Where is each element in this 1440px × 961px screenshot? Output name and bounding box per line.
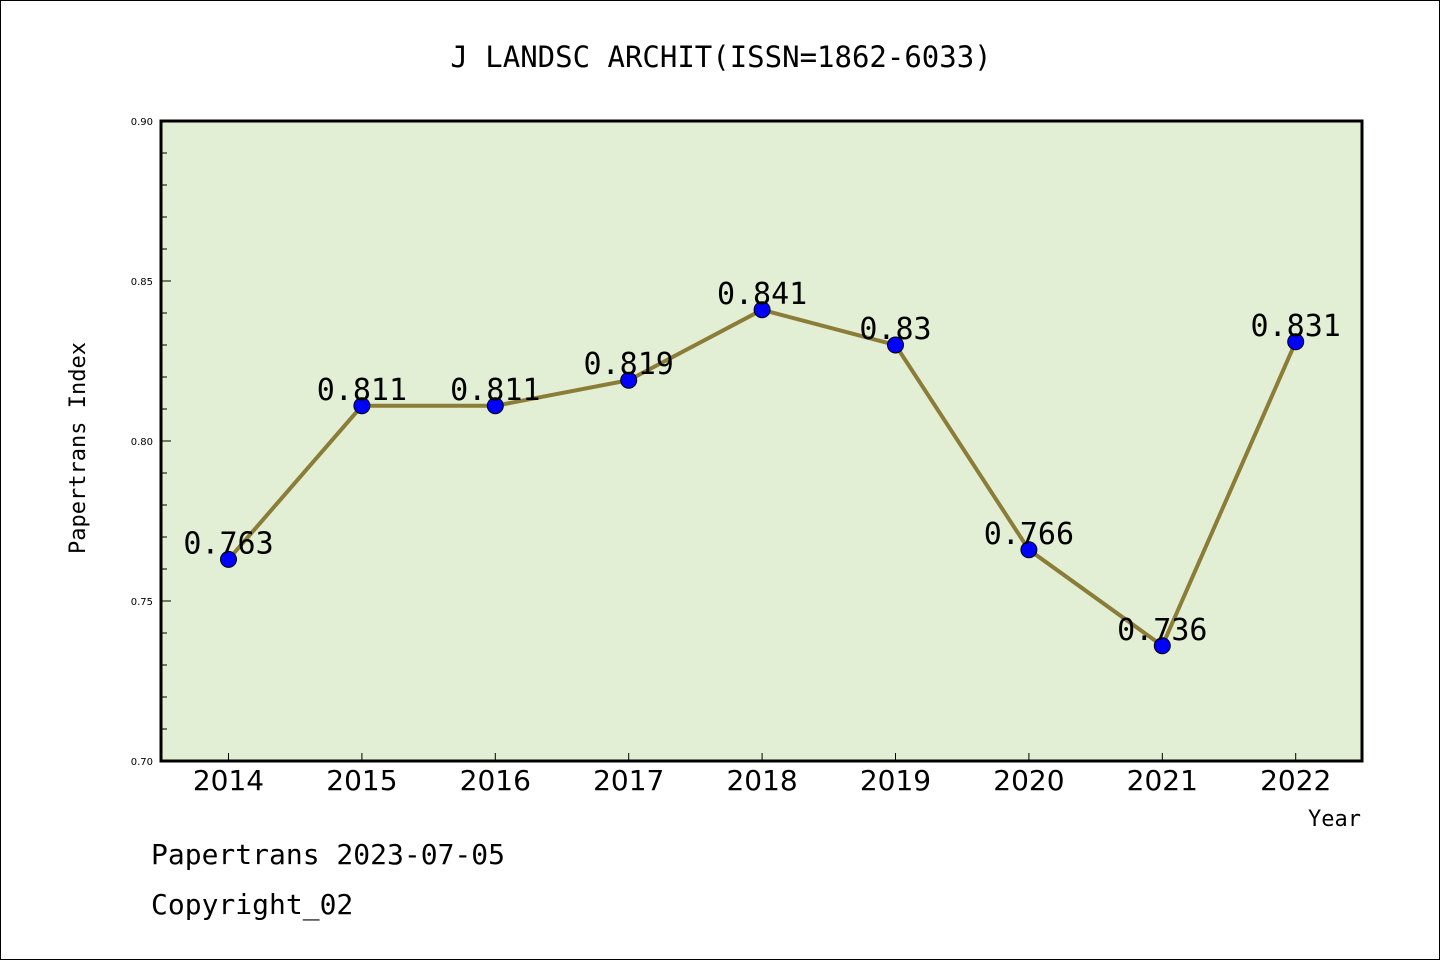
data-point xyxy=(753,301,771,319)
series-markers xyxy=(220,301,1305,655)
data-point xyxy=(353,397,371,415)
x-axis-label: Year xyxy=(1308,807,1361,832)
data-label: 0.831 xyxy=(1251,309,1341,344)
data-point xyxy=(220,550,237,568)
x-tick-label: 2015 xyxy=(326,764,397,797)
plot-area xyxy=(159,119,1364,763)
chart-title: J LANDSC ARCHIT(ISSN=1862-6033) xyxy=(450,40,991,74)
data-point xyxy=(1287,333,1305,351)
data-labels: 0.763 0.811 0.811 0.819 0.841 0.83 0.766 0.736 0… xyxy=(183,277,1341,648)
x-tick-label: 2014 xyxy=(193,764,264,797)
x-tick-label: 2017 xyxy=(593,764,664,797)
data-label: 0.766 xyxy=(984,517,1074,552)
data-label: 0.811 xyxy=(317,373,407,408)
data-label: 0.819 xyxy=(584,347,674,382)
footer-copyright: Copyright_02 xyxy=(151,888,353,922)
x-tick-label: 2019 xyxy=(860,764,931,797)
data-label: 0.811 xyxy=(450,373,540,408)
data-point xyxy=(486,397,504,415)
footer-date: Papertrans 2023-07-05 xyxy=(151,838,505,871)
y-tick-label: 0.80 xyxy=(131,437,153,448)
data-label: 0.736 xyxy=(1117,613,1207,648)
data-point xyxy=(1020,541,1038,559)
data-label: 0.763 xyxy=(183,526,273,561)
x-axis-ticks: 2014 2015 2016 2017 2018 2019 2020 2021 2022 xyxy=(193,753,1331,797)
y-tick-label: 0.90 xyxy=(131,117,153,128)
data-point xyxy=(1153,637,1171,655)
data-point xyxy=(620,371,638,389)
x-tick-label: 2018 xyxy=(726,764,797,797)
y-axis-label: Papertrans Index xyxy=(66,342,91,554)
y-tick-label: 0.85 xyxy=(131,277,153,288)
data-point xyxy=(887,336,904,354)
x-tick-label: 2016 xyxy=(460,764,531,797)
y-tick-label: 0.75 xyxy=(131,597,153,608)
x-tick-label: 2020 xyxy=(993,764,1064,797)
data-label: 0.83 xyxy=(859,312,931,347)
data-label: 0.841 xyxy=(717,277,807,312)
y-axis-ticks: 0.70 0.75 0.80 0.85 0.90 xyxy=(131,117,171,768)
x-tick-label: 2022 xyxy=(1260,764,1331,797)
x-tick-label: 2021 xyxy=(1127,764,1198,797)
y-tick-label: 0.70 xyxy=(131,757,153,768)
